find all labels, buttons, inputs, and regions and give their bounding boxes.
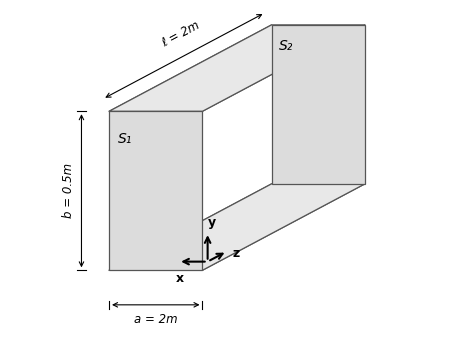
Polygon shape — [109, 184, 365, 270]
Text: y: y — [208, 217, 216, 229]
Text: x: x — [176, 272, 184, 285]
Polygon shape — [272, 25, 365, 184]
Text: a = 2m: a = 2m — [134, 313, 178, 327]
Text: ℓ = 2m: ℓ = 2m — [159, 19, 202, 50]
Text: z: z — [232, 246, 239, 260]
Polygon shape — [109, 111, 202, 270]
Text: S₂: S₂ — [278, 39, 293, 53]
Text: S₁: S₁ — [118, 132, 132, 146]
Polygon shape — [109, 25, 365, 111]
Text: b = 0.5m: b = 0.5m — [62, 163, 74, 218]
